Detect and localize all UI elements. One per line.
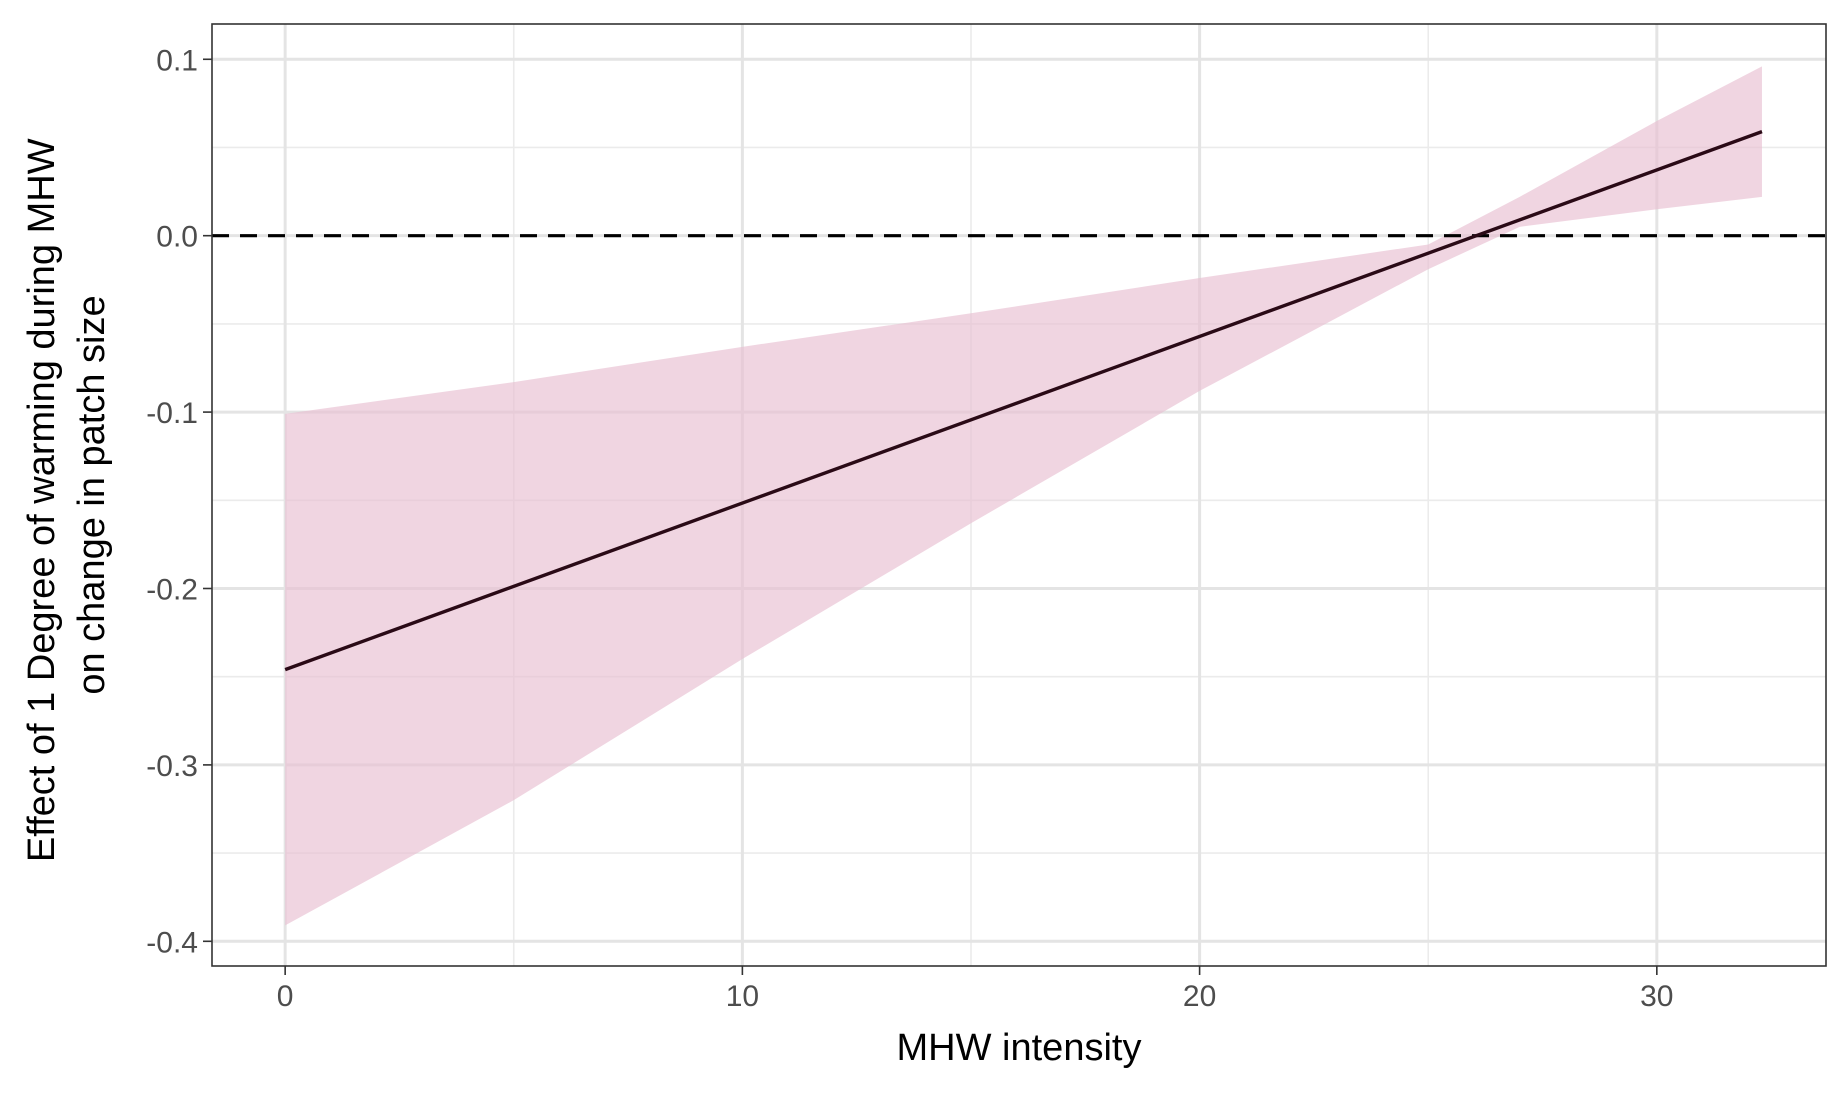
y-axis-ticks: -0.4 -0.3 -0.2 -0.1 0.0 0.1 xyxy=(146,44,212,959)
confidence-ribbon-layer xyxy=(285,66,1762,926)
fit-line xyxy=(284,130,1763,672)
y-tick-label: -0.2 xyxy=(146,573,198,606)
y-tick-label: -0.1 xyxy=(146,397,198,430)
y-tick-label: 0.0 xyxy=(156,221,198,254)
x-tick-label: 0 xyxy=(277,980,294,1013)
fit-line-layer xyxy=(284,130,1763,672)
y-axis-title: Effect of 1 Degree of warming during MHW… xyxy=(21,128,113,862)
y-axis-title-line-1: Effect of 1 Degree of warming during MHW xyxy=(21,138,63,862)
confidence-ribbon xyxy=(285,66,1762,926)
x-tick-label: 20 xyxy=(1183,980,1216,1013)
y-tick-label: -0.3 xyxy=(146,750,198,783)
panel-border xyxy=(211,23,1827,967)
x-axis-ticks: 0 10 20 30 xyxy=(277,966,1674,1013)
x-tick-label: 10 xyxy=(726,980,759,1013)
x-tick-label: 30 xyxy=(1640,980,1673,1013)
y-axis-title-line-2: on change in patch size xyxy=(71,295,113,694)
x-axis-title: MHW intensity xyxy=(897,1027,1142,1069)
y-tick-label: -0.4 xyxy=(146,926,198,959)
y-tick-label: 0.1 xyxy=(156,44,198,77)
